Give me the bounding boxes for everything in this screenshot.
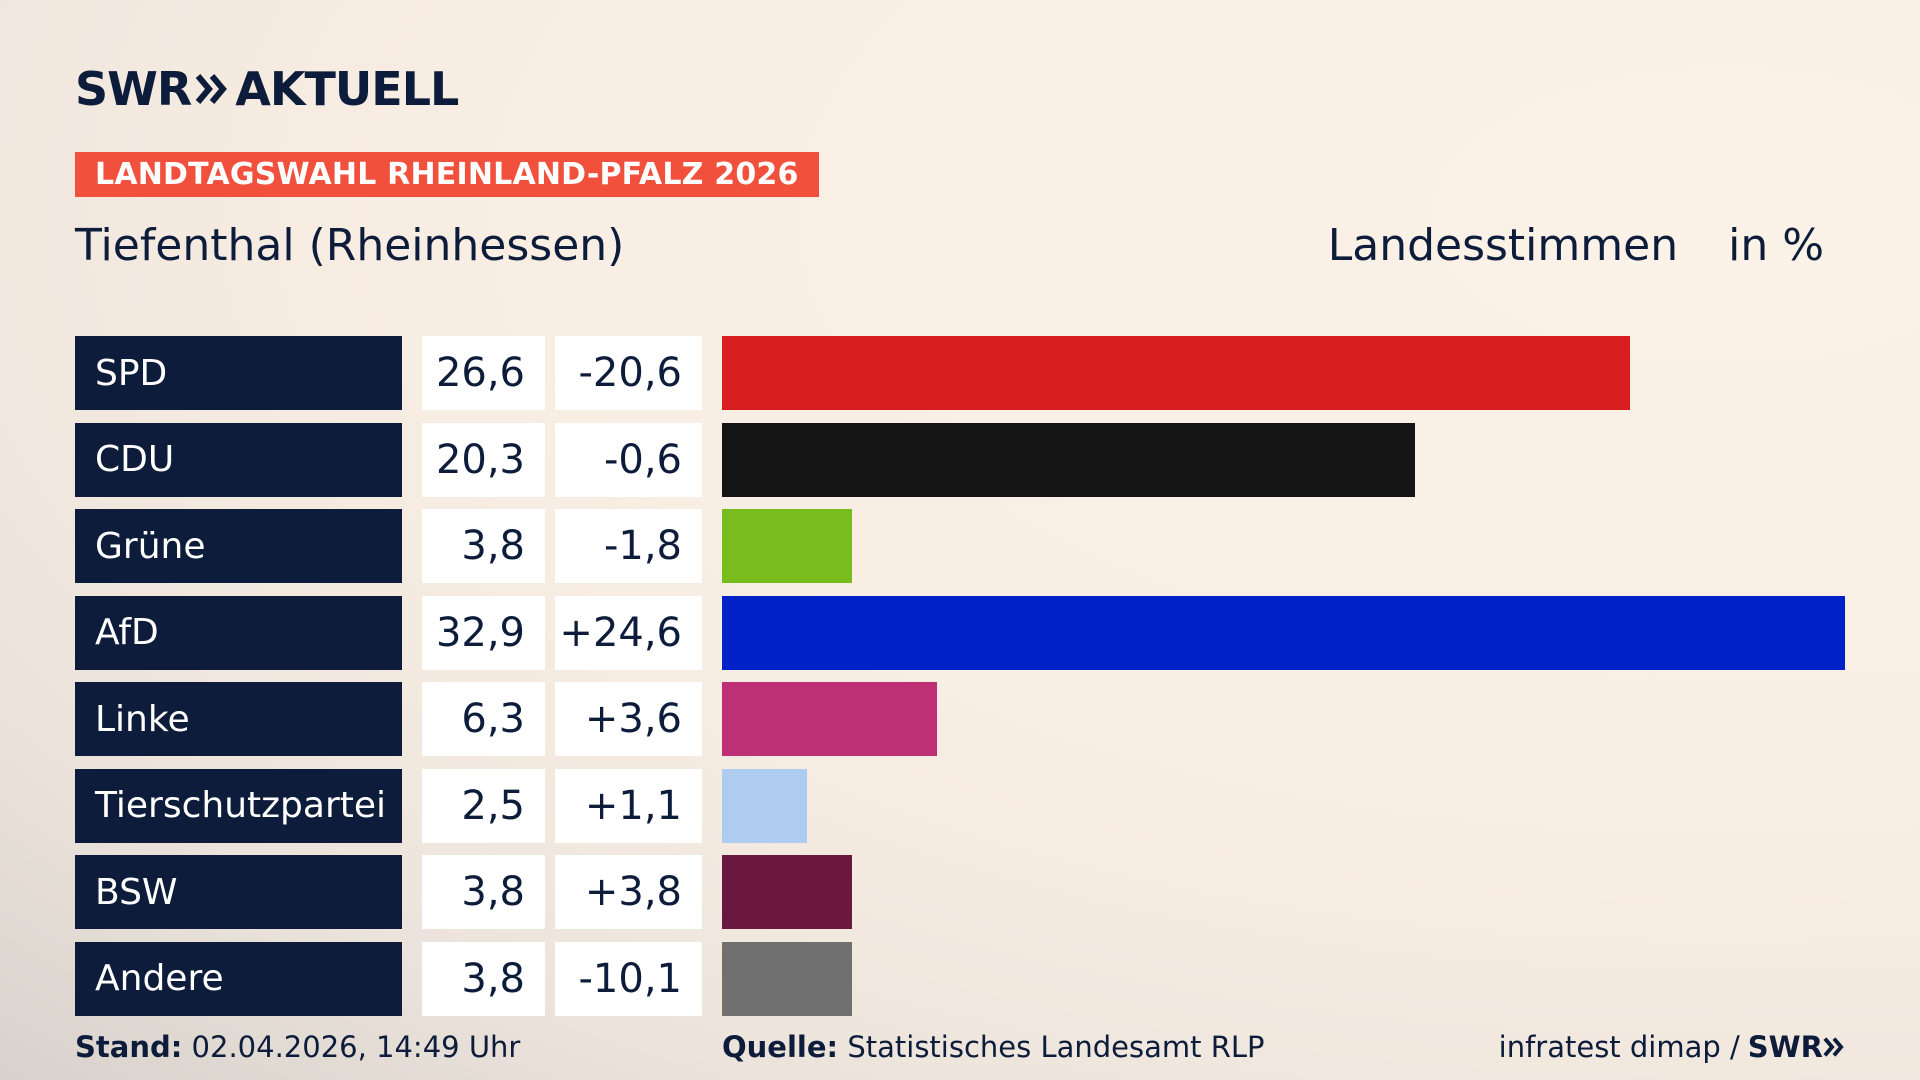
party-label: AfD: [75, 595, 402, 670]
source-label: Quelle:: [722, 1030, 839, 1064]
result-row: CDU 20,3 -0,6: [75, 422, 1845, 497]
diff-value: +1,1: [555, 768, 702, 843]
diff-value: -20,6: [555, 336, 702, 410]
credit-brand: SWR: [1747, 1030, 1823, 1064]
stand-label: Stand:: [75, 1030, 183, 1064]
stand-value: 02.04.2026, 14:49 Uhr: [191, 1030, 521, 1064]
measure-header: Landesstimmen in %: [1328, 220, 1824, 271]
result-bar: [722, 855, 852, 929]
double-chevron-icon: [195, 72, 229, 106]
party-label: Linke: [75, 682, 402, 756]
stand-info: Stand: 02.04.2026, 14:49 Uhr: [75, 1030, 520, 1064]
diff-value: +3,8: [555, 855, 702, 929]
result-bar: [722, 422, 1415, 497]
result-row: Andere 3,8 -10,1: [75, 941, 1845, 1016]
result-bar: [722, 682, 938, 756]
share-value: 6,3: [422, 682, 545, 756]
credit-info: infratest dimap / SWR: [1499, 1030, 1845, 1064]
share-value: 3,8: [422, 855, 545, 929]
brand-right: AKTUELL: [235, 62, 459, 116]
share-value: 3,8: [422, 941, 545, 1016]
credit-text: infratest dimap /: [1498, 1030, 1740, 1064]
election-banner: LANDTAGSWAHL RHEINLAND-PFALZ 2026: [75, 152, 819, 197]
share-value: 2,5: [422, 768, 545, 843]
party-label: Andere: [75, 941, 402, 1016]
source-value: Statistisches Landesamt RLP: [847, 1030, 1265, 1064]
swr-aktuell-logo: SWR AKTUELL: [75, 62, 459, 116]
share-value: 26,6: [422, 336, 545, 410]
share-value: 3,8: [422, 509, 545, 583]
party-label: CDU: [75, 422, 402, 497]
result-bar: [722, 941, 852, 1016]
result-bar: [722, 336, 1630, 410]
diff-value: +3,6: [555, 682, 702, 756]
result-bar: [722, 509, 852, 583]
swr-small-logo: SWR: [1748, 1030, 1845, 1064]
share-value: 20,3: [422, 422, 545, 497]
result-row: BSW 3,8 +3,8: [75, 855, 1845, 929]
party-label: Tierschutzpartei: [75, 768, 402, 843]
unit-label: in %: [1728, 220, 1824, 271]
result-row: Linke 6,3 +3,6: [75, 682, 1845, 756]
region-title: Tiefenthal (Rheinhessen): [75, 220, 625, 271]
diff-value: +24,6: [555, 595, 702, 670]
result-row: Tierschutzpartei 2,5 +1,1: [75, 768, 1845, 843]
result-bar: [722, 768, 808, 843]
double-chevron-small-icon: [1823, 1037, 1844, 1057]
result-row: AfD 32,9 +24,6: [75, 595, 1845, 670]
diff-value: -1,8: [555, 509, 702, 583]
party-label: SPD: [75, 336, 402, 410]
result-bar: [722, 595, 1845, 670]
party-label: BSW: [75, 855, 402, 929]
share-value: 32,9: [422, 595, 545, 670]
diff-value: -0,6: [555, 422, 702, 497]
source-info: Quelle: Statistisches Landesamt RLP: [722, 1030, 1265, 1064]
result-row: Grüne 3,8 -1,8: [75, 509, 1845, 583]
result-row: SPD 26,6 -20,6: [75, 336, 1845, 410]
diff-value: -10,1: [555, 941, 702, 1016]
brand-left: SWR: [75, 62, 192, 116]
measure-label: Landesstimmen: [1327, 220, 1679, 271]
party-label: Grüne: [75, 509, 402, 583]
